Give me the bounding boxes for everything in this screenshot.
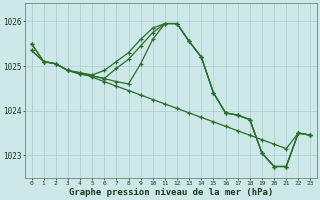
X-axis label: Graphe pression niveau de la mer (hPa): Graphe pression niveau de la mer (hPa) — [69, 188, 273, 197]
